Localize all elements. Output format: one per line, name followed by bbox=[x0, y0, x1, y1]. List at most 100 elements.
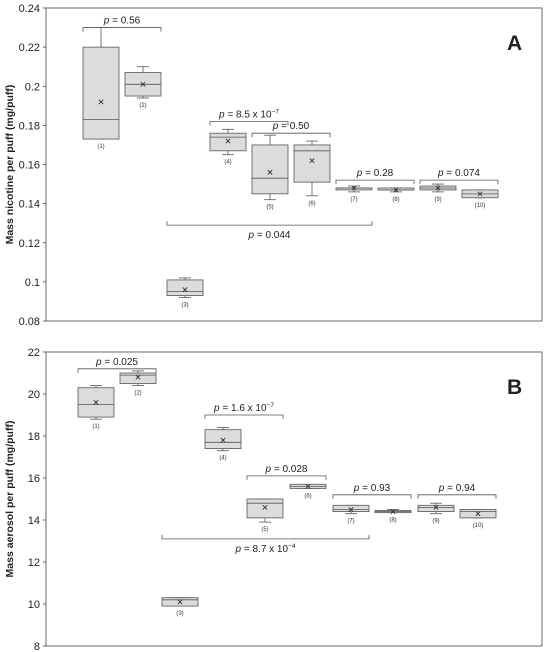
plot-frame bbox=[45, 351, 543, 647]
box-7: (7) bbox=[332, 504, 370, 525]
box-body bbox=[332, 504, 370, 512]
box-body bbox=[166, 279, 204, 296]
box-label: (3) bbox=[181, 303, 188, 309]
mean-marker bbox=[93, 399, 99, 405]
box-label: (5) bbox=[261, 527, 268, 533]
mean-marker bbox=[475, 511, 481, 517]
p-value-label: p = 8.5 x 10−7 bbox=[218, 108, 279, 120]
bracket-line bbox=[161, 534, 370, 540]
box-label: (6) bbox=[308, 201, 315, 207]
box-label: (2) bbox=[139, 103, 146, 109]
y-tick-label: 18 bbox=[28, 431, 40, 443]
p-value-label: p = 0.50 bbox=[272, 121, 310, 132]
mean-marker bbox=[225, 138, 231, 144]
comparison-bracket: p = 0.028 bbox=[246, 464, 327, 480]
box-8: (8) bbox=[374, 509, 412, 524]
comparison-bracket: p = 0.93 bbox=[332, 483, 412, 499]
box-label: (9) bbox=[432, 519, 439, 525]
p-value-label: p = 0.94 bbox=[438, 483, 476, 494]
mean-marker bbox=[220, 437, 226, 443]
comparison-bracket: p = 0.94 bbox=[417, 483, 497, 499]
y-tick-label: 0.14 bbox=[19, 199, 40, 211]
bracket-line bbox=[419, 179, 499, 185]
p-value-label: p = 0.28 bbox=[356, 168, 394, 179]
mean-marker bbox=[390, 509, 396, 515]
p-value-label: p = 0.93 bbox=[353, 483, 391, 494]
bracket-line bbox=[251, 132, 331, 138]
y-tick-label: 10 bbox=[28, 599, 40, 611]
p-value-label: p = 0.074 bbox=[437, 168, 480, 179]
mean-marker bbox=[177, 599, 183, 605]
box-label: (7) bbox=[347, 519, 354, 525]
box-4: (4) bbox=[209, 128, 247, 166]
y-tick-label: 20 bbox=[28, 389, 40, 401]
comparison-bracket: p = 0.044 bbox=[166, 221, 373, 241]
box-label: (9) bbox=[434, 197, 441, 203]
comparison-bracket: p = 8.7 x 10−4 bbox=[161, 534, 370, 555]
bracket-line bbox=[77, 368, 157, 373]
y-tick-label: 14 bbox=[28, 515, 40, 527]
bracket-line bbox=[166, 221, 373, 226]
mean-marker bbox=[435, 185, 441, 191]
box-label: (1) bbox=[92, 424, 99, 430]
box-label: (6) bbox=[304, 494, 311, 500]
y-tick-label: 0.22 bbox=[19, 42, 40, 54]
bracket-line bbox=[82, 27, 162, 32]
comparison-bracket: p = 0.28 bbox=[335, 168, 415, 185]
box-8: (8) bbox=[377, 187, 415, 203]
box-body bbox=[251, 144, 289, 195]
box-label: (4) bbox=[219, 456, 226, 462]
comparison-bracket: p = 0.50 bbox=[251, 121, 331, 138]
box-2: (2) bbox=[124, 66, 162, 109]
box-9: (9) bbox=[419, 183, 457, 203]
box-label: (10) bbox=[475, 203, 486, 209]
comparison-bracket: p = 0.074 bbox=[419, 168, 499, 185]
mean-marker bbox=[309, 158, 315, 164]
y-tick-label: 22 bbox=[28, 347, 40, 359]
box-6: (6) bbox=[293, 140, 331, 207]
box-10: (10) bbox=[461, 189, 499, 209]
mean-marker bbox=[140, 81, 146, 87]
comparison-bracket: p = 8.5 x 10−7 bbox=[209, 108, 289, 126]
bracket-line bbox=[204, 414, 284, 419]
box-2: (2) bbox=[119, 370, 157, 397]
mean-marker bbox=[477, 191, 483, 197]
box-label: (3) bbox=[176, 611, 183, 617]
y-tick-label: 0.16 bbox=[19, 160, 40, 172]
y-tick-label: 0.2 bbox=[25, 81, 40, 93]
box-3: (3) bbox=[161, 597, 199, 617]
p-value-label: p = 8.7 x 10−4 bbox=[235, 543, 296, 555]
p-value-label: p = 0.56 bbox=[103, 16, 141, 27]
mean-marker bbox=[305, 483, 311, 489]
y-axis-label: Mass nicotine per puff (mg/puff) bbox=[4, 85, 16, 245]
box-body bbox=[204, 429, 242, 450]
box-label: (7) bbox=[350, 197, 357, 203]
bracket-line bbox=[246, 475, 327, 480]
box-1: (1) bbox=[77, 385, 115, 430]
box-label: (8) bbox=[389, 518, 396, 524]
bracket-line bbox=[332, 494, 412, 499]
p-value-label: p = 0.028 bbox=[265, 464, 308, 475]
bracket-line bbox=[335, 179, 415, 185]
box-body bbox=[82, 46, 120, 140]
comparison-bracket: p = 0.56 bbox=[82, 16, 162, 32]
y-tick-label: 0.1 bbox=[25, 277, 40, 289]
box-3: (3) bbox=[166, 277, 204, 309]
box-10: (10) bbox=[459, 509, 497, 529]
p-value-label: p = 1.6 x 10−7 bbox=[213, 402, 274, 414]
y-tick-label: 12 bbox=[28, 557, 40, 569]
mean-marker bbox=[98, 99, 104, 105]
box-body bbox=[209, 132, 247, 152]
y-tick-label: 8 bbox=[34, 641, 40, 652]
box-label: (1) bbox=[97, 144, 104, 150]
box-label: (4) bbox=[224, 160, 231, 166]
comparison-bracket: p = 1.6 x 10−7 bbox=[204, 402, 284, 419]
box-4: (4) bbox=[204, 427, 242, 462]
mean-marker bbox=[267, 169, 273, 175]
box-body bbox=[246, 498, 284, 519]
box-label: (5) bbox=[266, 205, 273, 211]
y-tick-label: 0.24 bbox=[19, 3, 40, 15]
box-body bbox=[119, 372, 157, 384]
mean-marker bbox=[348, 506, 354, 513]
box-1: (1) bbox=[82, 27, 120, 150]
